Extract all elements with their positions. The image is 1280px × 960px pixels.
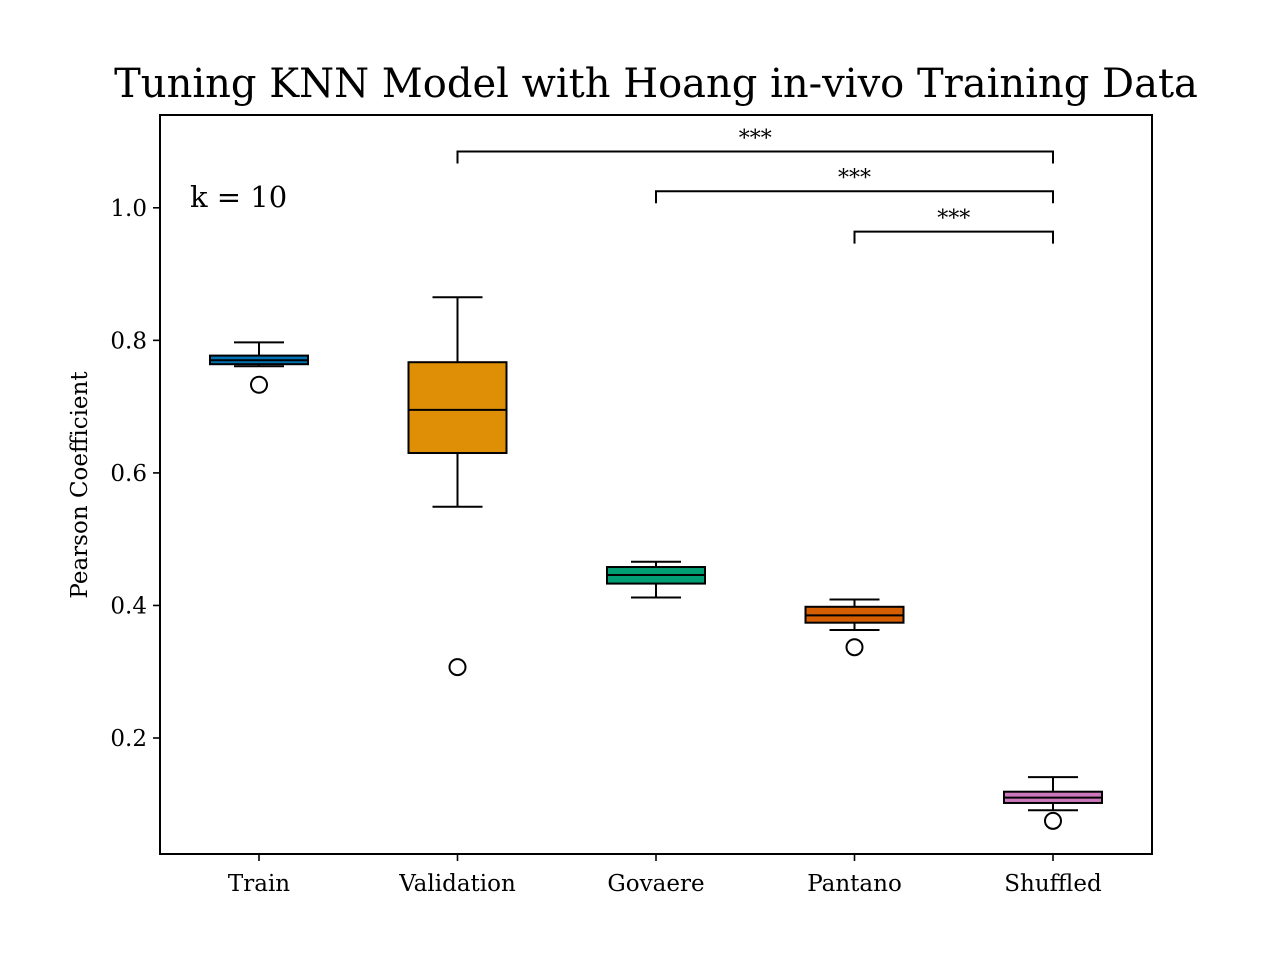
y-tick-label: 0.8 xyxy=(110,328,147,354)
k-annotation: k = 10 xyxy=(190,180,287,214)
outlier-point-pantano xyxy=(845,638,864,657)
x-tick-label: Train xyxy=(228,871,290,897)
outlier-point-train xyxy=(250,375,268,394)
outlier-point-validation xyxy=(448,658,467,677)
significance-bracket xyxy=(456,150,1054,164)
chart-title: Tuning KNN Model with Hoang in-vivo Trai… xyxy=(114,61,1198,107)
x-tick-label: Validation xyxy=(398,871,516,897)
y-tick-label: 1.0 xyxy=(110,196,147,222)
significance-bracket xyxy=(853,230,1054,244)
x-tick-label: Govaere xyxy=(607,871,704,897)
significance-label: *** xyxy=(739,126,772,151)
outlier-point-shuffled xyxy=(1044,811,1062,830)
x-tick-label: Pantano xyxy=(807,871,902,897)
significance-label: *** xyxy=(937,207,970,232)
x-tick-label: Shuffled xyxy=(1004,871,1102,897)
significance-label: *** xyxy=(838,166,871,191)
chart-marks: 0.2 0.4 0.6 0.8 1.0 Train Validation Govaere Pan… xyxy=(110,126,1103,897)
plot-area-frame xyxy=(159,114,1153,855)
significance-bracket xyxy=(655,190,1054,204)
y-tick-label: 0.2 xyxy=(110,726,147,752)
y-tick-label: 0.6 xyxy=(110,461,147,487)
y-axis-label: Pearson Coefficient xyxy=(67,371,93,599)
y-tick-label: 0.4 xyxy=(110,593,147,619)
box-validation xyxy=(407,361,508,455)
